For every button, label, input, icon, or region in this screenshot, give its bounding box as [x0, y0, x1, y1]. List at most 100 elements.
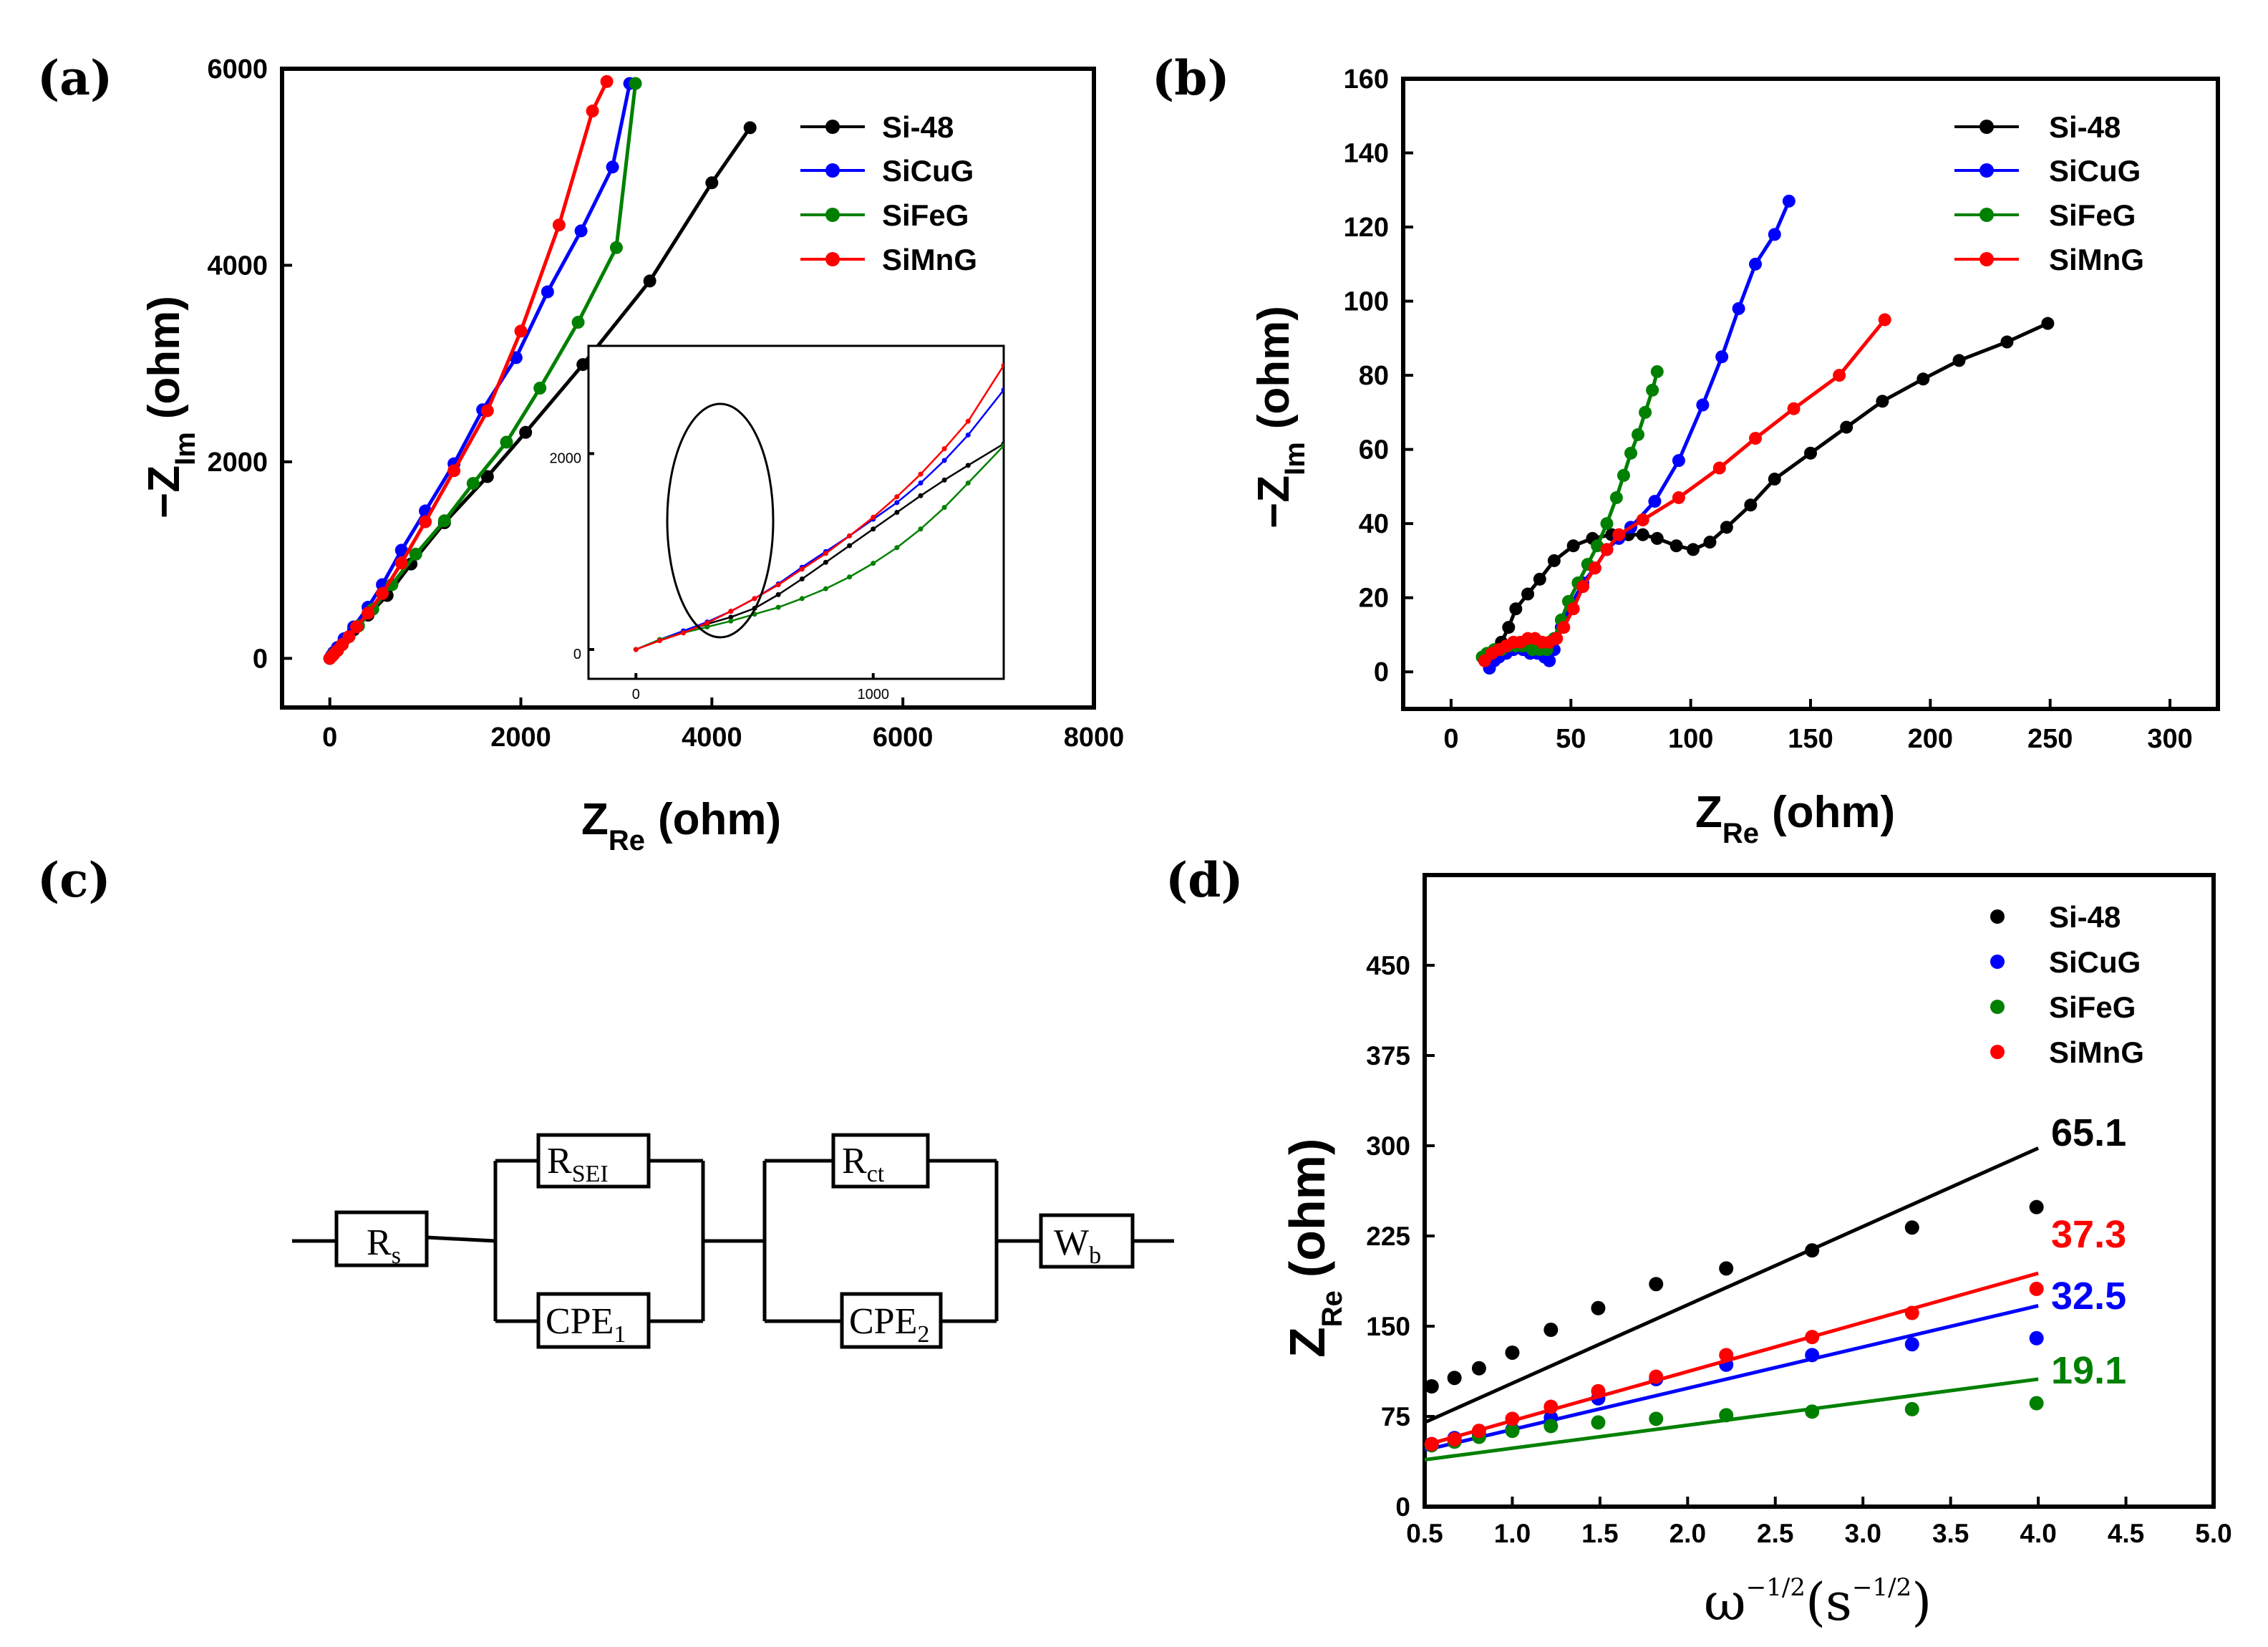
data-point [1600, 543, 1614, 556]
data-point [1617, 468, 1630, 482]
panel-b-label: (b) [1152, 50, 1230, 106]
data-point [1505, 1411, 1520, 1426]
panel-d-legend: Si-48 SiCuG SiFeG SiMnG [1990, 900, 2144, 1069]
data-point [941, 446, 947, 452]
rsei-box [536, 1133, 651, 1189]
panel-a-label: (a) [37, 50, 112, 106]
data-point [965, 418, 971, 424]
data-point [1505, 1345, 1520, 1360]
data-point [1424, 1436, 1439, 1452]
data-point [1588, 561, 1601, 575]
panel-d-y-axis-label: ZRe(ohm) [1279, 1139, 1348, 1358]
slope-label-sifeg: 19.1 [2051, 1349, 2126, 1392]
panel-a-inset: 0 1000 0 2000 [550, 344, 1005, 702]
panel-d-label: (d) [1166, 852, 1244, 908]
legend-item-sifeg: SiFeG [1954, 198, 2136, 232]
cpe1-label: CPE1 [546, 1301, 626, 1348]
legend-item-si48: Si-48 [1990, 900, 2121, 934]
x-tick-label: 1000 [857, 687, 889, 702]
data-point [799, 566, 805, 572]
y-tick-label: 60 [1359, 435, 1389, 465]
data-point [541, 285, 554, 299]
data-point [1543, 654, 1556, 667]
data-point [1544, 1399, 1559, 1414]
data-point [1001, 443, 1004, 448]
y-tick-label: 450 [1366, 951, 1410, 980]
series-simng [1424, 1271, 2044, 1452]
data-point [1719, 1348, 1734, 1363]
data-point [394, 556, 408, 570]
legend-label: SiCuG [2049, 154, 2141, 188]
panel-d-series [1423, 1146, 2044, 1462]
data-point [656, 638, 662, 644]
data-point [1566, 539, 1580, 553]
rsei-label: RSEI [547, 1141, 609, 1187]
data-point [704, 624, 710, 630]
legend-marker [1990, 1045, 2005, 1059]
y-tick-label: 0 [573, 647, 581, 662]
y-tick-label: 0 [1374, 657, 1389, 687]
data-point [1639, 405, 1652, 419]
y-tick-label: 120 [1344, 213, 1389, 243]
data-point [871, 526, 876, 532]
y-tick-label: 375 [1366, 1041, 1410, 1071]
legend-marker [1990, 909, 2005, 924]
data-point [941, 458, 947, 463]
equivalent-circuit [292, 1133, 1174, 1349]
data-point [1471, 1361, 1486, 1376]
legend-label: Si-48 [2049, 110, 2121, 144]
x-tick-label: 0 [1443, 724, 1458, 754]
data-point [1703, 536, 1717, 549]
data-point [1505, 1424, 1520, 1439]
x-tick-label: 5.0 [2195, 1519, 2231, 1548]
x-tick-label: 100 [1668, 724, 1713, 754]
data-point [1805, 1348, 1820, 1363]
x-tick-label: 2000 [490, 723, 551, 753]
data-point [1632, 428, 1645, 441]
data-point [1805, 1330, 1820, 1345]
y-tick-label: 75 [1381, 1402, 1410, 1431]
data-point [1001, 362, 1004, 368]
legend-item-sifeg: SiFeG [1990, 990, 2136, 1024]
wire [426, 1235, 496, 1243]
legend-label: SiCuG [2049, 945, 2141, 979]
data-point [1686, 543, 1700, 556]
panel-c-label: (c) [37, 852, 111, 908]
y-tick-label: 2000 [207, 448, 268, 478]
data-point [571, 316, 585, 329]
slope-label-si48: 65.1 [2051, 1111, 2126, 1154]
data-point [1904, 1337, 1919, 1352]
panel-b-y-axis-label: −ZIm(ohm) [1249, 306, 1311, 528]
rct-box [831, 1133, 930, 1189]
data-point [775, 591, 781, 597]
y-tick-label: 160 [1344, 64, 1389, 95]
inset-highlight-ellipse [666, 402, 775, 639]
data-point [1550, 632, 1564, 645]
panel-d-axes-frame [1423, 873, 2216, 1509]
data-point [1712, 461, 1726, 475]
data-point [1916, 372, 1930, 386]
data-point [552, 218, 566, 232]
data-point [728, 614, 734, 620]
y-tick-label: 6000 [207, 54, 268, 84]
data-point [1670, 539, 1683, 553]
data-point [1672, 454, 1685, 468]
data-point [1502, 621, 1516, 634]
data-point [823, 586, 828, 591]
data-point [1833, 369, 1846, 382]
data-point [600, 74, 614, 88]
panel-a-x-axis-label: ZRe (ohm) [581, 795, 781, 856]
panel-b-series [1475, 194, 2055, 675]
data-point [586, 105, 599, 118]
data-point [918, 471, 924, 477]
data-point [1805, 1404, 1820, 1419]
panel-a-series [323, 74, 757, 665]
data-point [629, 77, 642, 90]
data-point [1782, 194, 1796, 208]
panel-b-ticks: 0 50 100 150 200 250 300 0 20 40 60 80 100 120 140 160 [1344, 64, 2193, 754]
data-point [1609, 491, 1623, 504]
data-point [705, 176, 719, 190]
series-line [635, 389, 1004, 651]
x-tick-label: 0 [322, 723, 337, 753]
data-point [775, 582, 781, 588]
